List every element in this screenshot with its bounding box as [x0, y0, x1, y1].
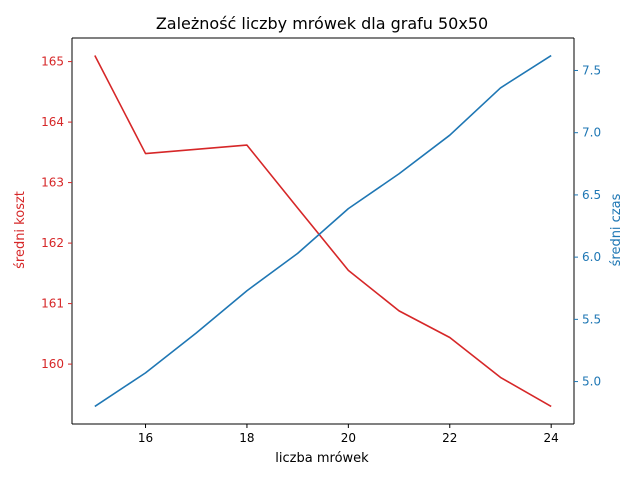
y-left-tick-label: 161 — [41, 297, 64, 311]
x-tick-label: 24 — [544, 431, 559, 445]
y-right-tick-label: 7.0 — [582, 126, 601, 140]
y-left-tick-label: 164 — [41, 115, 64, 129]
axes — [71, 37, 575, 425]
x-tick-label: 18 — [239, 431, 254, 445]
y-left-tick-label: 163 — [41, 176, 64, 190]
ticks: 16 18 20 22 24 160 161 162 163 164 165 5.0 5.5 6.0 6.5… — [41, 55, 601, 445]
y-right-tick-label: 6.5 — [582, 188, 601, 202]
x-tick-label: 22 — [442, 431, 457, 445]
y-right-tick-label: 5.0 — [582, 375, 601, 389]
y-left-tick-label: 160 — [41, 357, 64, 371]
series-line-cost — [94, 55, 552, 408]
y-axis-left-label: średni koszt — [13, 191, 28, 269]
y-axis-right-label: średni czas — [609, 193, 624, 266]
y-left-tick-label: 165 — [41, 55, 64, 69]
x-tick-label: 20 — [341, 431, 356, 445]
x-tick-label: 16 — [138, 431, 153, 445]
plot-lines — [94, 54, 552, 408]
chart-title: Zależność liczby mrówek dla grafu 50x50 — [156, 14, 488, 33]
y-left-tick-label: 162 — [41, 236, 64, 250]
y-right-tick-label: 7.5 — [582, 63, 601, 77]
y-right-tick-label: 5.5 — [582, 312, 601, 326]
x-axis-label: liczba mrówek — [275, 451, 369, 466]
y-right-tick-label: 6.0 — [582, 250, 601, 264]
series-line-time — [94, 54, 552, 408]
